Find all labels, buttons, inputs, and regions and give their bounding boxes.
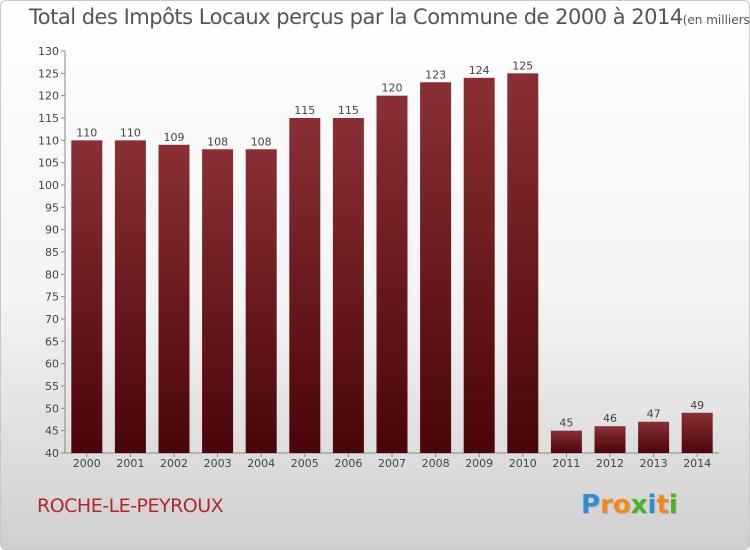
y-tick-label: 60	[45, 358, 59, 371]
commune-name: ROCHE-LE-PEYROUX	[37, 495, 224, 517]
bar	[158, 144, 190, 454]
x-tick-label: 2013	[640, 457, 668, 470]
bar	[550, 430, 582, 453]
bar-value-label: 125	[512, 59, 533, 72]
bar	[463, 77, 495, 454]
bar-value-label: 110	[76, 126, 97, 139]
x-tick-label: 2005	[291, 457, 319, 470]
bar	[420, 82, 452, 454]
bar-value-label: 115	[294, 104, 315, 117]
bar-value-label: 115	[338, 104, 359, 117]
y-tick-label: 125	[38, 67, 59, 80]
x-tick-label: 2003	[204, 457, 232, 470]
y-tick-label: 115	[38, 112, 59, 125]
bar-value-label: 47	[647, 408, 661, 421]
x-tick-label: 2000	[73, 457, 101, 470]
chart-title: Total des Impôts Locaux perçus par la Co…	[29, 5, 750, 29]
y-tick-label: 110	[38, 134, 59, 147]
y-tick-label: 45	[45, 425, 59, 438]
bar	[638, 421, 670, 453]
bar	[376, 95, 408, 454]
y-tick-label: 50	[45, 402, 59, 415]
bar	[114, 140, 146, 454]
x-tick-label: 2002	[160, 457, 188, 470]
logo-letter: i	[668, 490, 678, 520]
chart-title-unit: (en milliers d'€)	[682, 13, 750, 27]
bar-value-label: 108	[207, 135, 228, 148]
x-tick-label: 2010	[509, 457, 537, 470]
bar-value-label: 46	[603, 412, 617, 425]
logo-letter: t	[656, 490, 669, 520]
y-tick-label: 65	[45, 335, 59, 348]
bar	[202, 149, 234, 453]
bar	[289, 118, 321, 453]
bar	[594, 426, 626, 453]
y-tick-label: 105	[38, 157, 59, 170]
x-tick-label: 2007	[378, 457, 406, 470]
x-tick-label: 2008	[422, 457, 450, 470]
bar-value-label: 108	[251, 135, 272, 148]
logo-letter: P	[581, 490, 601, 520]
y-tick-label: 55	[45, 380, 59, 393]
y-tick-label: 40	[45, 447, 59, 460]
y-tick-label: 70	[45, 313, 59, 326]
y-tick-label: 130	[38, 45, 59, 58]
x-tick-label: 2011	[552, 457, 580, 470]
bar	[245, 149, 277, 453]
bar-value-label: 123	[425, 68, 446, 81]
y-tick-label: 95	[45, 201, 59, 214]
y-tick-label: 100	[38, 179, 59, 192]
bar-value-label: 49	[690, 399, 704, 412]
logo-letter: o	[612, 490, 631, 520]
bar-value-label: 109	[164, 131, 185, 144]
bar	[681, 412, 713, 453]
logo-letter: r	[600, 490, 613, 520]
bar-value-label: 110	[120, 126, 141, 139]
bar-value-label: 45	[559, 417, 573, 430]
y-tick-label: 80	[45, 268, 59, 281]
x-tick-label: 2014	[683, 457, 711, 470]
bar	[332, 118, 364, 453]
x-tick-label: 2012	[596, 457, 624, 470]
y-tick-label: 85	[45, 246, 59, 259]
y-tick-label: 120	[38, 90, 59, 103]
x-tick-label: 2009	[465, 457, 493, 470]
bar-value-label: 120	[382, 82, 403, 95]
logo-letter: x	[630, 490, 648, 520]
proxiti-logo[interactable]: Proxiti	[581, 490, 678, 520]
y-tick-label: 75	[45, 291, 59, 304]
chart-title-text: Total des Impôts Locaux perçus par la Co…	[29, 5, 683, 29]
bar-value-label: 124	[469, 64, 490, 77]
bar	[71, 140, 103, 454]
y-tick-label: 90	[45, 224, 59, 237]
x-tick-label: 2006	[334, 457, 362, 470]
logo-letter: i	[647, 490, 657, 520]
x-tick-label: 2004	[247, 457, 275, 470]
x-tick-label: 2001	[116, 457, 144, 470]
bar	[507, 73, 539, 453]
